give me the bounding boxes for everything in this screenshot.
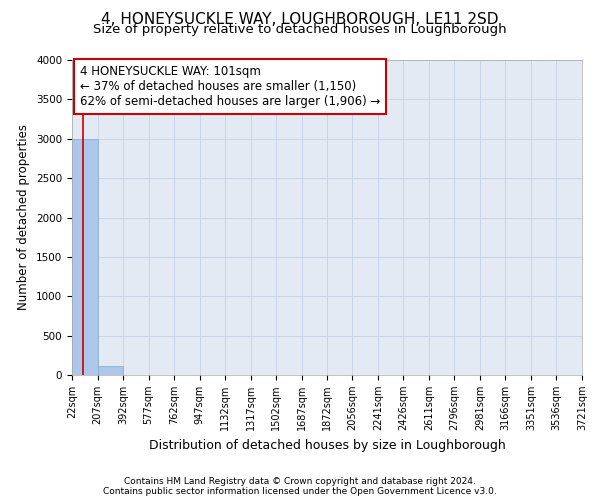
Y-axis label: Number of detached properties: Number of detached properties [17,124,31,310]
Text: 4, HONEYSUCKLE WAY, LOUGHBOROUGH, LE11 2SD: 4, HONEYSUCKLE WAY, LOUGHBOROUGH, LE11 2… [101,12,499,28]
Text: 4 HONEYSUCKLE WAY: 101sqm
← 37% of detached houses are smaller (1,150)
62% of se: 4 HONEYSUCKLE WAY: 101sqm ← 37% of detac… [80,64,380,108]
Text: Size of property relative to detached houses in Loughborough: Size of property relative to detached ho… [93,22,507,36]
Bar [98,366,123,375]
X-axis label: Distribution of detached houses by size in Loughborough: Distribution of detached houses by size … [149,438,505,452]
Text: Contains HM Land Registry data © Crown copyright and database right 2024.
Contai: Contains HM Land Registry data © Crown c… [103,476,497,496]
Bar [72,139,98,375]
